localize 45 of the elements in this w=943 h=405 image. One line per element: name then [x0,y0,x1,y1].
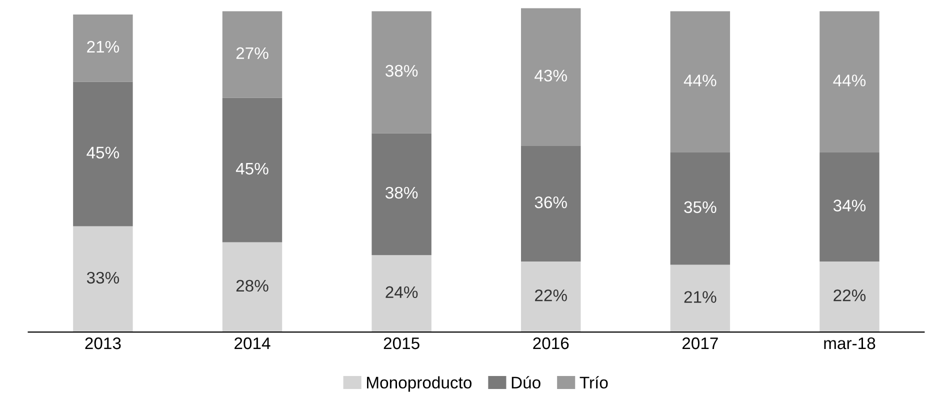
data-label: 44% [684,74,716,86]
bar [670,11,730,152]
legend-label: Dúo [512,376,540,388]
x-tick-label: 2015 [384,337,420,350]
data-label: 27% [236,47,268,60]
x-tick-label: 2017 [682,337,718,350]
bar [222,98,282,242]
x-tick-label: 2014 [234,337,270,350]
data-label: 36% [534,196,567,208]
bar [372,255,432,332]
bar [73,226,133,332]
data-label: 21% [87,40,120,53]
data-label: 22% [535,289,567,302]
bar [820,11,880,152]
bar [73,82,133,226]
bar [521,146,581,262]
data-label: 45% [86,146,120,159]
data-label: 35% [684,201,716,214]
data-label: 33% [86,272,120,284]
data-label: 44% [833,74,866,86]
data-label: 34% [833,200,866,212]
bar [372,133,432,256]
bar [820,152,880,262]
data-label: 43% [534,70,567,82]
bar [670,152,730,265]
legend-label: Monoproducto [367,376,472,392]
x-tick-label: 2016 [533,337,569,350]
data-label: 21% [684,291,716,303]
bar [670,264,730,332]
bar [521,262,581,332]
x-tick-label: mar-18 [824,337,876,350]
data-label: 22% [834,289,866,302]
data-label: 28% [236,280,268,292]
bar [73,14,133,82]
legend-label: Trío [580,376,608,388]
data-label: 38% [386,186,418,199]
x-tick-label: 2013 [85,337,121,350]
data-label: 45% [236,162,268,175]
bar [372,11,432,134]
bar [521,8,581,146]
data-label: 24% [386,286,418,298]
bar [222,242,282,332]
bar [820,262,880,332]
bar [222,11,282,98]
data-label: 38% [386,64,418,77]
